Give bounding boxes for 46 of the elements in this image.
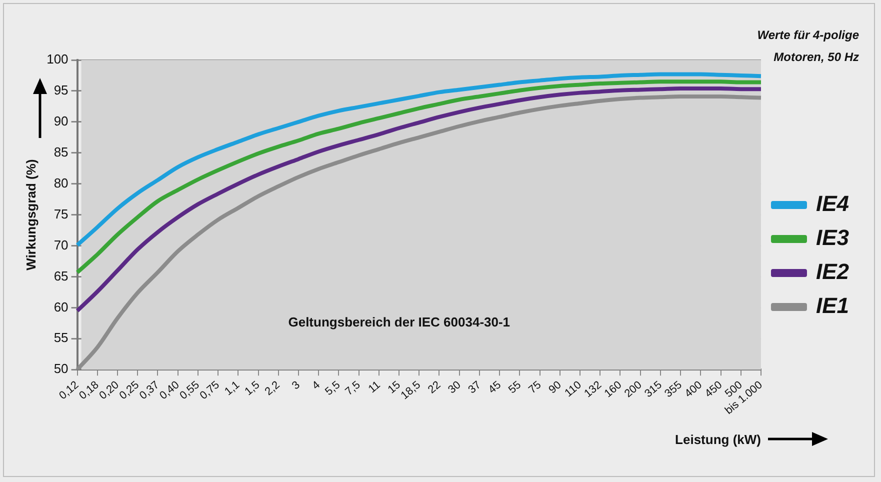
legend-label: IE4 [816,191,850,216]
x-tick-label: 1,5 [242,379,262,398]
x-tick-label: 30 [446,379,464,396]
y-tick-label: 75 [54,206,68,222]
y-tick-label: 60 [54,299,68,314]
y-tick-label: 80 [54,175,68,190]
line-series [75,80,763,274]
y-tick-label: 70 [54,237,68,252]
band-label: Geltungsbereich der IEC 60034-30-1 [288,314,510,330]
x-tick-label: 2,2 [262,379,282,398]
y-tick-label: 100 [46,52,68,67]
line-series [75,86,763,313]
x-tick-label: 160 [602,379,624,400]
line-series [75,72,763,248]
x-tick-label: 450 [702,379,725,400]
x-axis-title: Leistung (kW) [675,432,761,447]
x-tick-label: 7,5 [343,379,363,398]
x-tick-label: 75 [526,379,544,396]
annotation: Werte für 4-polige Motoren, 50 Hz [756,27,859,66]
x-tick-label: 200 [622,379,644,400]
x-tick-label: 132 [582,379,604,400]
y-tick-label: 65 [54,268,68,284]
x-tick-label: 90 [546,379,564,396]
y-tick-label: 50 [54,361,68,376]
x-tick-label: 110 [562,379,584,400]
y-tick-label: 95 [54,82,68,98]
legend-label: IE1 [816,293,850,318]
x-tick-label: 315 [642,379,664,400]
x-tick-label: 11 [366,379,383,396]
x-tick-label: 22 [426,379,444,396]
x-tick-label: 1,1 [222,379,242,398]
x-tick-label: 37 [466,379,484,396]
x-tick-label: 400 [682,379,705,400]
x-tick-label: 0,75 [198,379,222,402]
x-tick-label: 5,5 [323,379,343,398]
x-tick-label: 355 [662,379,684,400]
x-tick-label: 4 [310,379,322,392]
y-tick-label: 55 [54,330,68,346]
x-tick-label: 3 [290,379,302,392]
y-tick-label: 85 [54,144,68,160]
y-axis-title: Wirkungsgrad (%) [23,159,38,270]
legend-label: IE3 [816,225,850,250]
legend-label: IE2 [816,259,850,284]
x-tick-label: 45 [486,379,504,396]
y-tick-label: 90 [54,113,68,128]
x-tick-label: 55 [506,379,524,396]
